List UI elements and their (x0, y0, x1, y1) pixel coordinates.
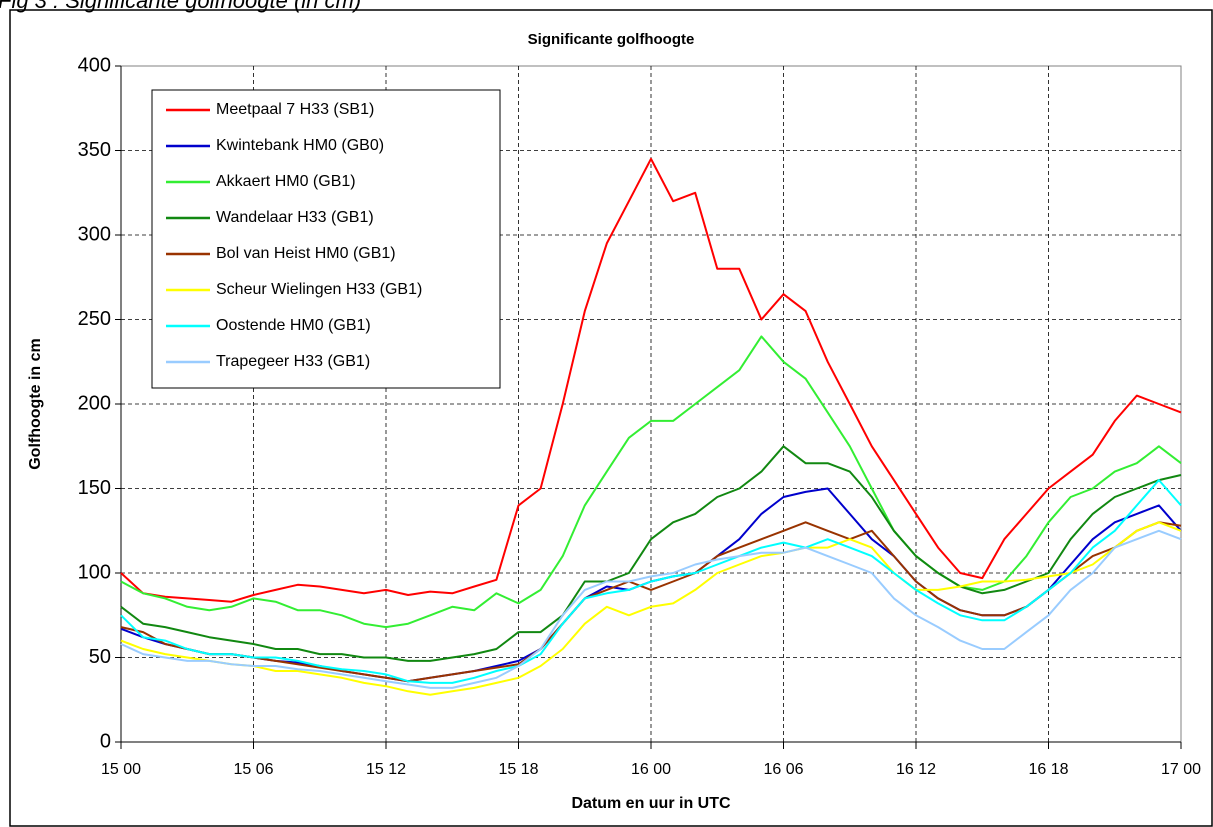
legend-label: Scheur Wielingen H33 (GB1) (216, 281, 422, 298)
figure-caption: Fig 3 : Significante golfhoogte (in cm) (0, 0, 361, 13)
series-line (120, 521, 1182, 696)
legend-label: Meetpaal 7 H33 (SB1) (216, 101, 374, 118)
legend-label: Akkaert HM0 (GB1) (216, 173, 356, 190)
legend-label: Kwintebank HM0 (GB0) (216, 137, 384, 154)
chart-title: Significante golfhoogte (528, 31, 695, 48)
x-tick-label: 16 12 (896, 761, 936, 778)
y-axis-label: Golfhoogte in cm (27, 338, 44, 470)
series-line (120, 479, 1182, 684)
series-line (120, 445, 1182, 662)
y-tick-label: 150 (78, 477, 111, 499)
series-line (120, 529, 1182, 689)
y-tick-label: 400 (78, 54, 111, 76)
series-line (120, 157, 1182, 603)
x-tick-label: 15 06 (233, 761, 273, 778)
y-tick-label: 250 (78, 308, 111, 330)
legend-box (151, 89, 501, 389)
legend-label: Bol van Heist HM0 (GB1) (216, 245, 396, 262)
x-tick-label: 16 00 (631, 761, 671, 778)
x-tick-label: 15 12 (366, 761, 406, 778)
x-axis-label: Datum en uur in UTC (571, 795, 731, 812)
x-tick-label: 15 18 (498, 761, 538, 778)
y-tick-label: 300 (78, 223, 111, 245)
legend-label: Wandelaar H33 (GB1) (216, 209, 374, 226)
legend-label: Oostende HM0 (GB1) (216, 317, 371, 334)
x-tick-label: 17 00 (1161, 761, 1201, 778)
legend-label: Trapegeer H33 (GB1) (216, 353, 370, 370)
y-tick-label: 0 (100, 730, 111, 752)
y-tick-label: 50 (89, 646, 111, 668)
y-tick-label: 200 (78, 392, 111, 414)
x-tick-label: 16 18 (1028, 761, 1068, 778)
x-tick-label: 16 06 (763, 761, 803, 778)
series-line (120, 521, 1182, 683)
x-tick-label: 15 00 (101, 761, 141, 778)
y-tick-label: 100 (78, 561, 111, 583)
y-tick-label: 350 (78, 139, 111, 161)
